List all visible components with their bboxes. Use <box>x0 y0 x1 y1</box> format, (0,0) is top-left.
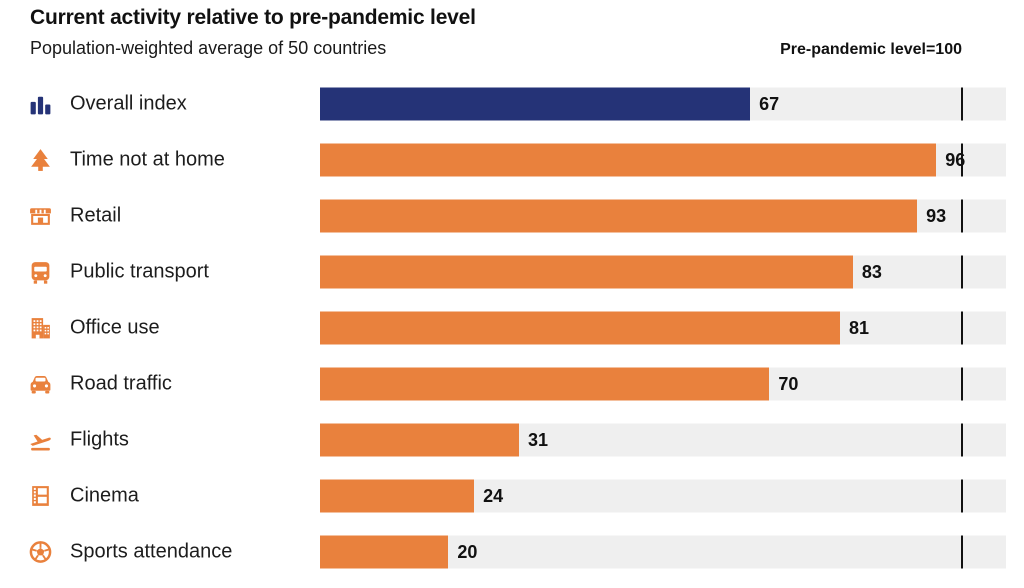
chart-header: Current activity relative to pre-pandemi… <box>0 0 1024 76</box>
chart-row: Office use 81 <box>0 300 1024 356</box>
category-label: Overall index <box>70 92 187 115</box>
value-label: 83 <box>861 261 882 282</box>
reference-line <box>961 535 963 569</box>
chart-row: Time not at home 96 <box>0 132 1024 188</box>
value-label: 24 <box>483 485 504 506</box>
value-label: 81 <box>849 317 870 338</box>
category-label: Cinema <box>70 484 139 507</box>
bar-track: 31 <box>320 423 1006 457</box>
category-label: Retail <box>70 204 122 227</box>
bar-track: 93 <box>320 199 1006 233</box>
chart-row: Sports attendance 20 <box>0 524 1024 580</box>
chart-rows: Overall index 67 Time not at home 96 Retail 9… <box>0 76 1024 580</box>
bar-track: 96 <box>320 143 1006 177</box>
reference-line <box>961 367 963 401</box>
category-label: Time not at home <box>70 148 225 171</box>
bar <box>320 479 475 513</box>
office-building-icon <box>28 316 53 341</box>
value-label: 96 <box>945 149 966 170</box>
bar-track: 24 <box>320 479 1006 513</box>
bar <box>320 367 770 401</box>
bar-track: 20 <box>320 535 1006 569</box>
reference-line <box>961 423 963 457</box>
bar <box>320 143 937 177</box>
bar <box>320 87 751 121</box>
film-strip-icon <box>28 484 53 509</box>
reference-line <box>961 255 963 289</box>
chart-row: Overall index 67 <box>0 76 1024 132</box>
category-label: Office use <box>70 316 160 339</box>
chart-title: Current activity relative to pre-pandemi… <box>30 6 476 29</box>
value-label: 70 <box>778 373 799 394</box>
value-label: 20 <box>457 541 478 562</box>
value-label: 93 <box>926 205 947 226</box>
car-icon <box>28 372 53 397</box>
category-label: Sports attendance <box>70 540 233 563</box>
bar <box>320 423 519 457</box>
reference-line <box>961 199 963 233</box>
bar-track: 70 <box>320 367 1006 401</box>
chart-row: Retail 93 <box>0 188 1024 244</box>
value-label: 31 <box>528 429 549 450</box>
category-label: Road traffic <box>70 372 172 395</box>
bus-icon <box>28 260 53 285</box>
reference-line <box>961 479 963 513</box>
storefront-icon <box>28 204 53 229</box>
chart-row: Cinema 24 <box>0 468 1024 524</box>
chart-row: Public transport 83 <box>0 244 1024 300</box>
bar-track: 81 <box>320 311 1006 345</box>
value-label: 67 <box>759 93 780 114</box>
reference-line <box>961 311 963 345</box>
chart-row: Road traffic 70 <box>0 356 1024 412</box>
bar <box>320 199 918 233</box>
bar-track: 83 <box>320 255 1006 289</box>
tree-icon <box>28 148 53 173</box>
category-label: Flights <box>70 428 129 451</box>
reference-line <box>961 87 963 121</box>
chart-row: Flights 31 <box>0 412 1024 468</box>
bar <box>320 255 853 289</box>
bar-track: 67 <box>320 87 1006 121</box>
category-label: Public transport <box>70 260 209 283</box>
plane-takeoff-icon <box>28 428 53 453</box>
chart-subtitle: Population-weighted average of 50 countr… <box>30 38 387 58</box>
bar <box>320 311 840 345</box>
bar <box>320 535 449 569</box>
reference-line <box>961 143 963 177</box>
bar-chart-icon <box>28 92 53 117</box>
axis-note: Pre-pandemic level=100 <box>780 41 962 58</box>
football-icon <box>28 540 53 565</box>
